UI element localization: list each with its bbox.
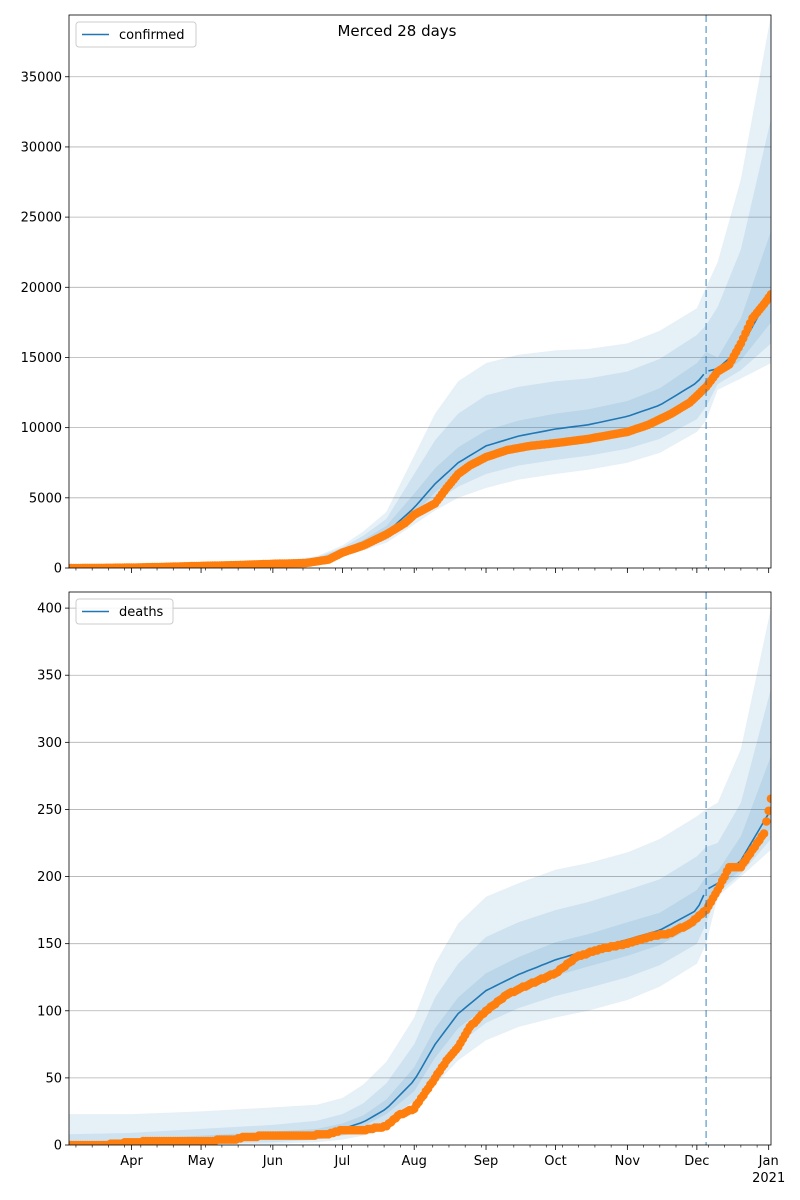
confirmed-panel: 0 5000 10000 15000 20000 25000 30000 35000 confi… <box>21 14 772 577</box>
axes-frame <box>68 14 772 569</box>
observed-point <box>766 794 771 803</box>
y-tick-label: 350 <box>37 669 62 684</box>
deaths-panel: 0 50 100 150 200 250 300 350 400 Apr May Jun Jul Aug S… <box>37 591 785 1186</box>
x-tick-label: Nov <box>615 1154 641 1169</box>
x-tick-label: Apr <box>120 1154 143 1169</box>
y-tick-label: 300 <box>37 736 62 751</box>
y-tick-label: 0 <box>54 1139 62 1154</box>
legend-label: deaths <box>119 605 164 620</box>
y-tick-label: 250 <box>37 803 62 818</box>
y-tick-label: 15000 <box>21 351 62 366</box>
observed-point <box>762 817 771 826</box>
y-tick-label: 0 <box>54 562 62 577</box>
confidence-band-50 <box>69 755 771 1145</box>
legend-box <box>75 598 174 625</box>
plot-area <box>69 608 771 1145</box>
x-tick-label: Sep <box>474 1154 499 1169</box>
y-tick-label: 100 <box>37 1004 62 1019</box>
x-tick-label: Jun <box>262 1154 283 1169</box>
legend-box <box>75 21 197 48</box>
x-tick-label: Oct <box>544 1154 566 1169</box>
plot-area <box>69 15 771 568</box>
y-tick-label: 50 <box>45 1071 62 1086</box>
observed-point <box>759 829 769 838</box>
observed-point <box>766 290 771 299</box>
y-tick-label: 20000 <box>21 281 62 296</box>
confidence-band-95 <box>69 608 771 1145</box>
x-tick-label: Jul <box>334 1154 351 1169</box>
y-tick-label: 10000 <box>21 421 62 436</box>
confidence-band-95 <box>69 15 771 568</box>
x-tick-label: Aug <box>402 1154 427 1169</box>
x-tick-label: Jan <box>758 1154 779 1169</box>
figure-title: Merced 28 days <box>337 22 456 40</box>
x-tick-label: Dec <box>684 1154 709 1169</box>
legend: deaths <box>75 598 174 625</box>
x-year-label: 2021 <box>752 1171 785 1186</box>
confidence-band-80 <box>69 688 771 1145</box>
y-tick-label: 5000 <box>29 491 62 506</box>
y-tick-label: 25000 <box>21 211 62 226</box>
x-tick-label: May <box>188 1154 215 1169</box>
confidence-band-80 <box>69 118 771 568</box>
y-tick-label: 30000 <box>21 140 62 155</box>
y-tick-label: 150 <box>37 937 62 952</box>
y-tick-label: 35000 <box>21 70 62 85</box>
y-tick-label: 200 <box>37 870 62 885</box>
y-tick-label: 400 <box>37 602 62 617</box>
legend-label: confirmed <box>119 28 185 43</box>
observed-point <box>764 806 771 816</box>
axes-frame <box>68 591 772 1146</box>
legend: confirmed <box>75 21 197 48</box>
